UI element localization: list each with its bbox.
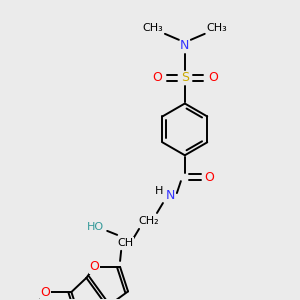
Text: O: O xyxy=(152,71,162,84)
Text: CH₂: CH₂ xyxy=(139,216,159,226)
Text: HO: HO xyxy=(87,222,104,232)
Text: CH₃: CH₃ xyxy=(206,23,227,33)
Text: O: O xyxy=(89,260,99,273)
Text: H: H xyxy=(155,186,163,196)
Text: O: O xyxy=(208,71,218,84)
Text: CH₃: CH₃ xyxy=(142,23,164,33)
Text: S: S xyxy=(181,71,189,84)
Text: O: O xyxy=(204,171,214,184)
Text: CH: CH xyxy=(117,238,133,248)
Text: O: O xyxy=(41,286,51,298)
Text: N: N xyxy=(180,39,190,52)
Text: N: N xyxy=(166,189,176,202)
